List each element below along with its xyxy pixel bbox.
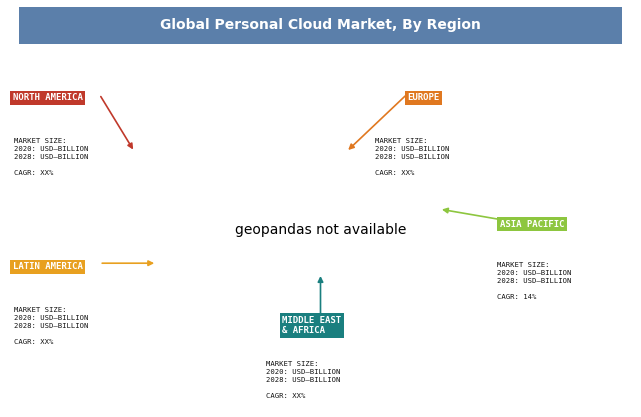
Text: ASIA PACIFIC: ASIA PACIFIC [500, 220, 565, 229]
Text: LATIN AMERICA: LATIN AMERICA [13, 262, 83, 271]
Text: NORTH AMERICA: NORTH AMERICA [13, 93, 83, 102]
Text: MARKET SIZE:
2020: USD—BILLION
2028: USD—BILLION

CAGR: XX%: MARKET SIZE: 2020: USD—BILLION 2028: USD… [266, 361, 340, 399]
Text: MARKET SIZE:
2020: USD—BILLION
2028: USD—BILLION

CAGR: XX%: MARKET SIZE: 2020: USD—BILLION 2028: USD… [14, 138, 88, 176]
Text: geopandas not available: geopandas not available [235, 224, 406, 237]
Text: EUROPE: EUROPE [407, 93, 439, 102]
Text: Global Personal Cloud Market, By Region: Global Personal Cloud Market, By Region [160, 18, 481, 33]
Text: MARKET SIZE:
2020: USD—BILLION
2028: USD—BILLION

CAGR: XX%: MARKET SIZE: 2020: USD—BILLION 2028: USD… [14, 307, 88, 345]
Text: MIDDLE EAST
& AFRICA: MIDDLE EAST & AFRICA [282, 316, 341, 335]
Text: MARKET SIZE:
2020: USD—BILLION
2028: USD—BILLION

CAGR: XX%: MARKET SIZE: 2020: USD—BILLION 2028: USD… [375, 138, 449, 176]
Text: MARKET SIZE:
2020: USD—BILLION
2028: USD—BILLION

CAGR: 14%: MARKET SIZE: 2020: USD—BILLION 2028: USD… [497, 262, 571, 301]
